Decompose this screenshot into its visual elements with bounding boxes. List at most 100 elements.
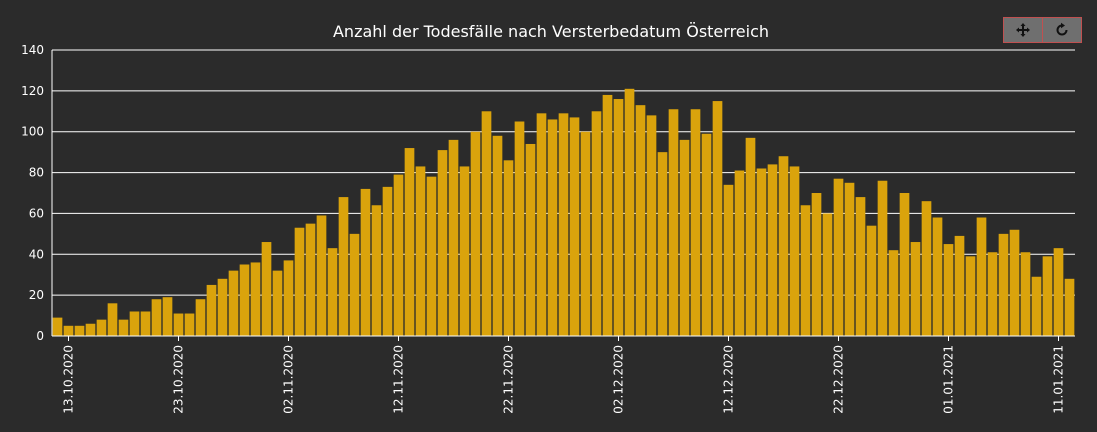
bar <box>85 323 96 336</box>
bars <box>52 88 1075 337</box>
bar <box>173 313 184 336</box>
bar <box>250 262 261 336</box>
reset-icon-glyph <box>1056 22 1068 36</box>
bar <box>899 193 910 336</box>
bar <box>129 311 140 336</box>
bar <box>63 325 74 336</box>
bar <box>932 217 943 336</box>
x-axis: 13.10.2020 23.10.2020 02.11.2020 12.11.2020… <box>52 335 1075 414</box>
bar <box>954 235 965 336</box>
y-tick-label: 20 <box>29 288 44 302</box>
bar <box>426 176 437 336</box>
x-tick-label: 11.01.2021 <box>1052 345 1066 414</box>
bar <box>382 186 393 336</box>
bar <box>833 178 844 336</box>
bar <box>327 248 338 336</box>
bar <box>514 121 525 336</box>
bar <box>602 94 613 336</box>
bar <box>437 150 448 336</box>
move-icon[interactable] <box>1004 18 1042 42</box>
bar <box>1009 229 1020 336</box>
reset-icon[interactable] <box>1042 18 1081 42</box>
y-tick-label: 120 <box>21 84 44 98</box>
bar <box>338 197 349 336</box>
bar <box>998 233 1009 336</box>
bar <box>349 233 360 336</box>
bar <box>107 303 118 336</box>
x-tick-label: 02.12.2020 <box>612 345 626 414</box>
bar <box>921 201 932 336</box>
bar <box>470 131 481 336</box>
bar <box>734 170 745 336</box>
x-tick-label: 22.11.2020 <box>502 345 516 414</box>
bar <box>492 135 503 336</box>
y-tick-label: 140 <box>21 43 44 57</box>
bar <box>613 99 624 337</box>
y-tick-label: 0 <box>36 329 44 343</box>
bar <box>723 184 734 336</box>
bar <box>910 242 921 336</box>
bar <box>195 299 206 336</box>
bar <box>118 319 129 336</box>
bar <box>778 156 789 336</box>
x-tick-label: 13.10.2020 <box>62 345 76 414</box>
bar <box>1053 248 1064 336</box>
bar <box>206 284 217 336</box>
x-tick-label: 12.12.2020 <box>722 345 736 414</box>
bar <box>448 139 459 336</box>
bar <box>272 270 283 336</box>
bar <box>283 260 294 336</box>
bar <box>844 182 855 336</box>
bar <box>547 119 558 336</box>
bar <box>239 264 250 336</box>
bar <box>52 317 63 336</box>
bar <box>558 113 569 336</box>
bar <box>822 213 833 336</box>
bar <box>668 109 679 336</box>
move-icon-glyph <box>1016 23 1030 37</box>
bar <box>624 88 635 336</box>
chart-title: Anzahl der Todesfälle nach Versterbedatu… <box>333 22 769 41</box>
bar <box>503 160 514 336</box>
x-tick-label: 23.10.2020 <box>172 345 186 414</box>
bar <box>877 180 888 336</box>
bar <box>184 313 195 336</box>
bar <box>756 168 767 336</box>
bar <box>712 101 723 336</box>
x-tick-label: 22.12.2020 <box>832 345 846 414</box>
bar <box>371 205 382 336</box>
bar <box>1020 252 1031 336</box>
bar <box>393 174 404 336</box>
bar <box>866 225 877 336</box>
bar <box>965 256 976 336</box>
bar <box>536 113 547 336</box>
bar <box>1064 278 1075 336</box>
bar <box>888 250 899 336</box>
bar <box>404 148 415 336</box>
x-tick-label: 01.01.2021 <box>942 345 956 414</box>
bar <box>789 166 800 336</box>
x-tick-label: 02.11.2020 <box>282 345 296 414</box>
bar <box>580 131 591 336</box>
bar <box>679 139 690 336</box>
bar <box>140 311 151 336</box>
bar <box>1031 276 1042 336</box>
y-tick-label: 60 <box>29 206 44 220</box>
y-tick-label: 40 <box>29 247 44 261</box>
bar <box>690 109 701 336</box>
bar <box>294 227 305 336</box>
bar <box>481 111 492 337</box>
bar <box>415 166 426 336</box>
y-axis: 0 20 40 60 80 100 120 140 <box>21 43 53 343</box>
bar <box>943 244 954 336</box>
bar <box>591 111 602 337</box>
bar <box>96 319 107 336</box>
bar <box>657 152 668 336</box>
bar <box>745 137 756 336</box>
bar <box>217 278 228 336</box>
bar <box>855 197 866 336</box>
bar <box>646 115 657 336</box>
bar <box>228 270 239 336</box>
bar <box>811 193 822 336</box>
